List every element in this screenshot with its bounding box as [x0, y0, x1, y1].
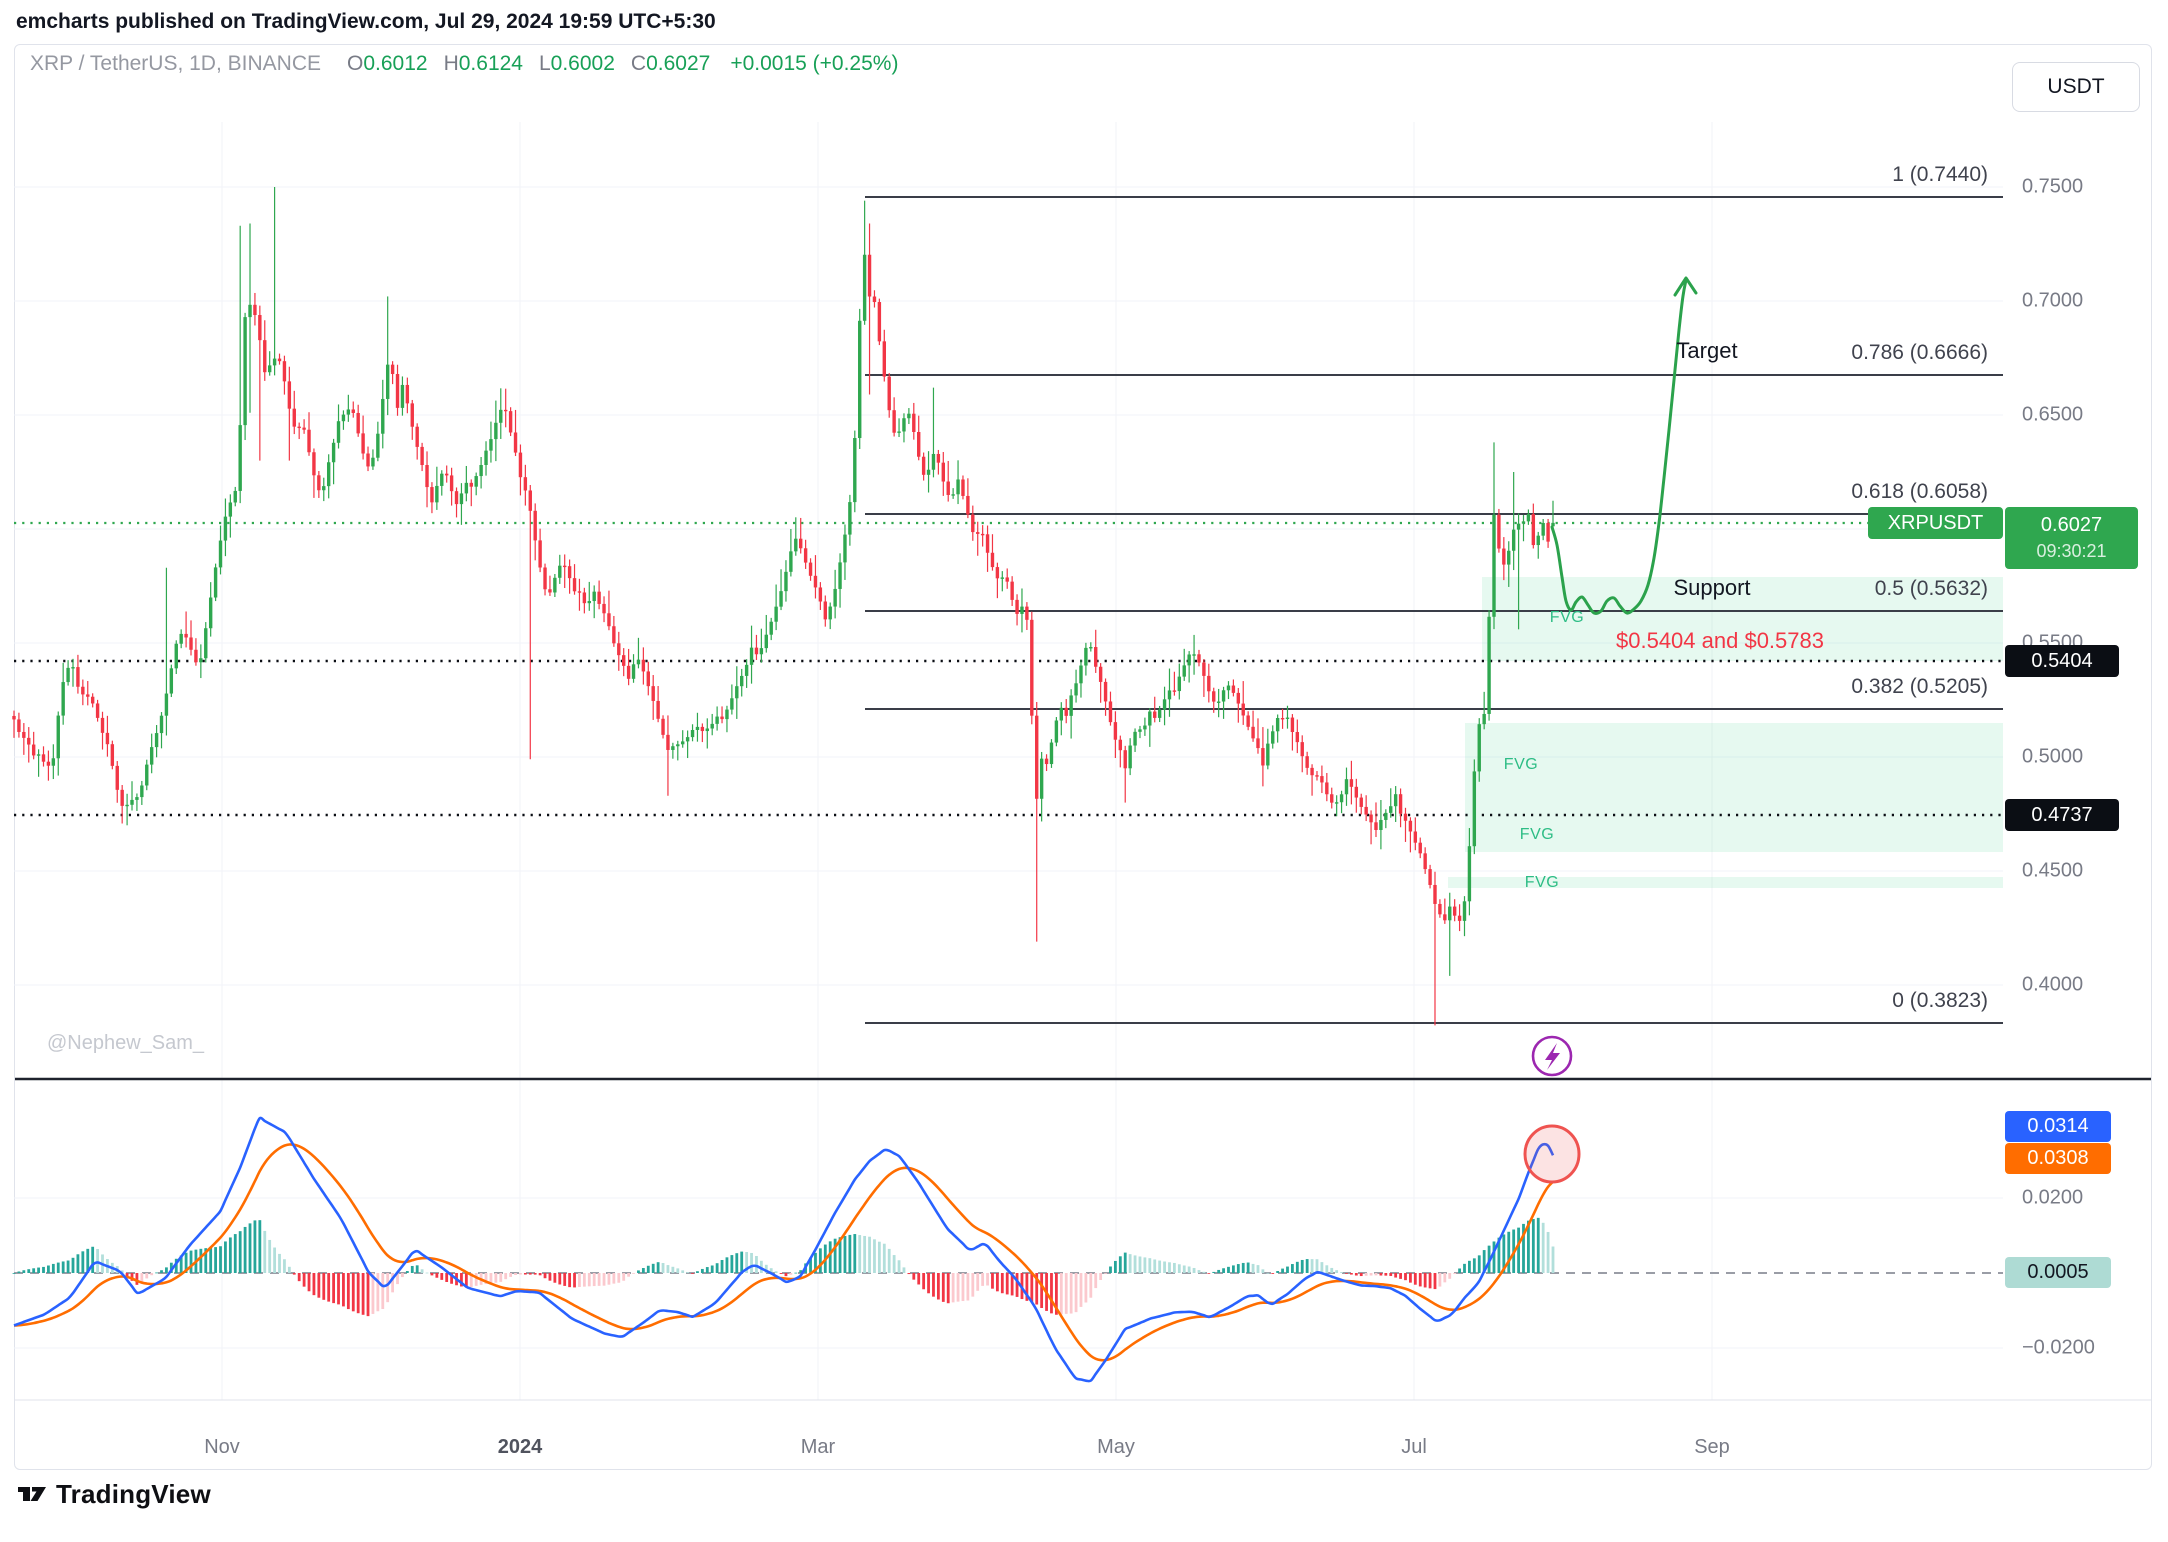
- time-axis-label: May: [1097, 1436, 1135, 1458]
- tradingview-wordmark: TradingView: [56, 1478, 211, 1509]
- time-axis-label: Mar: [800, 1436, 836, 1458]
- last-price-value: 0.6027: [2040, 514, 2103, 537]
- publish-header: emcharts published on TradingView.com, J…: [16, 10, 716, 33]
- close-label: C: [630, 52, 647, 75]
- level-badge-05404: 0.5404: [2005, 645, 2119, 677]
- axis-tick-label: 0.0200: [2022, 1186, 2084, 1209]
- macd-fast-badge: 0.0314: [2005, 1111, 2111, 1142]
- target-annotation: Target: [1676, 338, 1738, 363]
- fvg-zone-label: FVG: [1503, 756, 1539, 773]
- high-value: 0.6124: [458, 52, 523, 75]
- axis-tick-label: 0.7500: [2022, 175, 2084, 198]
- axis-tick-label: 0.5000: [2022, 745, 2084, 768]
- low-label: L: [538, 52, 551, 75]
- axis-tick-label: 0.6500: [2022, 403, 2084, 426]
- fib-level-label: 0.382 (0.5205): [1851, 675, 1988, 698]
- fib-level-label: 0.786 (0.6666): [1851, 341, 1988, 364]
- low-value: 0.6002: [550, 52, 615, 75]
- fib-level-label: 1 (0.7440): [1892, 163, 1988, 186]
- symbol-badge: XRPUSDT: [1868, 507, 2003, 539]
- macd-slow-badge: 0.0308: [2005, 1143, 2111, 1174]
- time-axis-label: Jul: [1401, 1436, 1427, 1458]
- axis-tick-label: 0.4500: [2022, 859, 2084, 882]
- fvg-zone-label: FVG: [1524, 874, 1560, 891]
- tradingview-footer[interactable]: TradingView: [16, 1478, 211, 1510]
- axis-tick-label: −0.0200: [2022, 1336, 2095, 1359]
- currency-toggle-button[interactable]: USDT: [2012, 62, 2140, 112]
- axis-tick-label: 0.4000: [2022, 973, 2084, 996]
- last-price-badge: 0.6027 09:30:21: [2005, 507, 2138, 569]
- fib-level-label: 0 (0.3823): [1892, 989, 1988, 1012]
- tradingview-logo-icon: [18, 1487, 46, 1501]
- fvg-zone-label: FVG: [1519, 826, 1555, 843]
- symbol-toolbar: XRP / TetherUS, 1D, BINANCE O0.6012 H0.6…: [30, 52, 898, 76]
- support-zone-note: $0.5404 and $0.5783: [1616, 628, 1824, 653]
- fib-level-label: 0.618 (0.6058): [1851, 480, 1988, 503]
- support-annotation: Support: [1673, 575, 1751, 600]
- author-watermark: @Nephew_Sam_: [47, 1032, 205, 1054]
- level-badge-04737: 0.4737: [2005, 799, 2119, 831]
- open-value: 0.6012: [363, 52, 428, 75]
- high-label: H: [443, 52, 459, 75]
- axis-tick-label: 0.7000: [2022, 289, 2084, 312]
- time-axis-label: Sep: [1694, 1436, 1730, 1458]
- open-label: O: [347, 52, 364, 75]
- fvg-zone-label: FVG: [1549, 609, 1585, 626]
- symbol-title[interactable]: XRP / TetherUS, 1D, BINANCE: [30, 52, 321, 75]
- close-value: 0.6027: [646, 52, 711, 75]
- bar-countdown: 09:30:21: [2036, 541, 2107, 562]
- macd-zero-badge: 0.0005: [2005, 1257, 2111, 1288]
- time-axis-label: Nov: [204, 1436, 240, 1458]
- change-value: +0.0015 (+0.25%): [730, 52, 899, 75]
- fib-level-label: 0.5 (0.5632): [1874, 577, 1988, 600]
- time-axis-label: 2024: [497, 1436, 543, 1458]
